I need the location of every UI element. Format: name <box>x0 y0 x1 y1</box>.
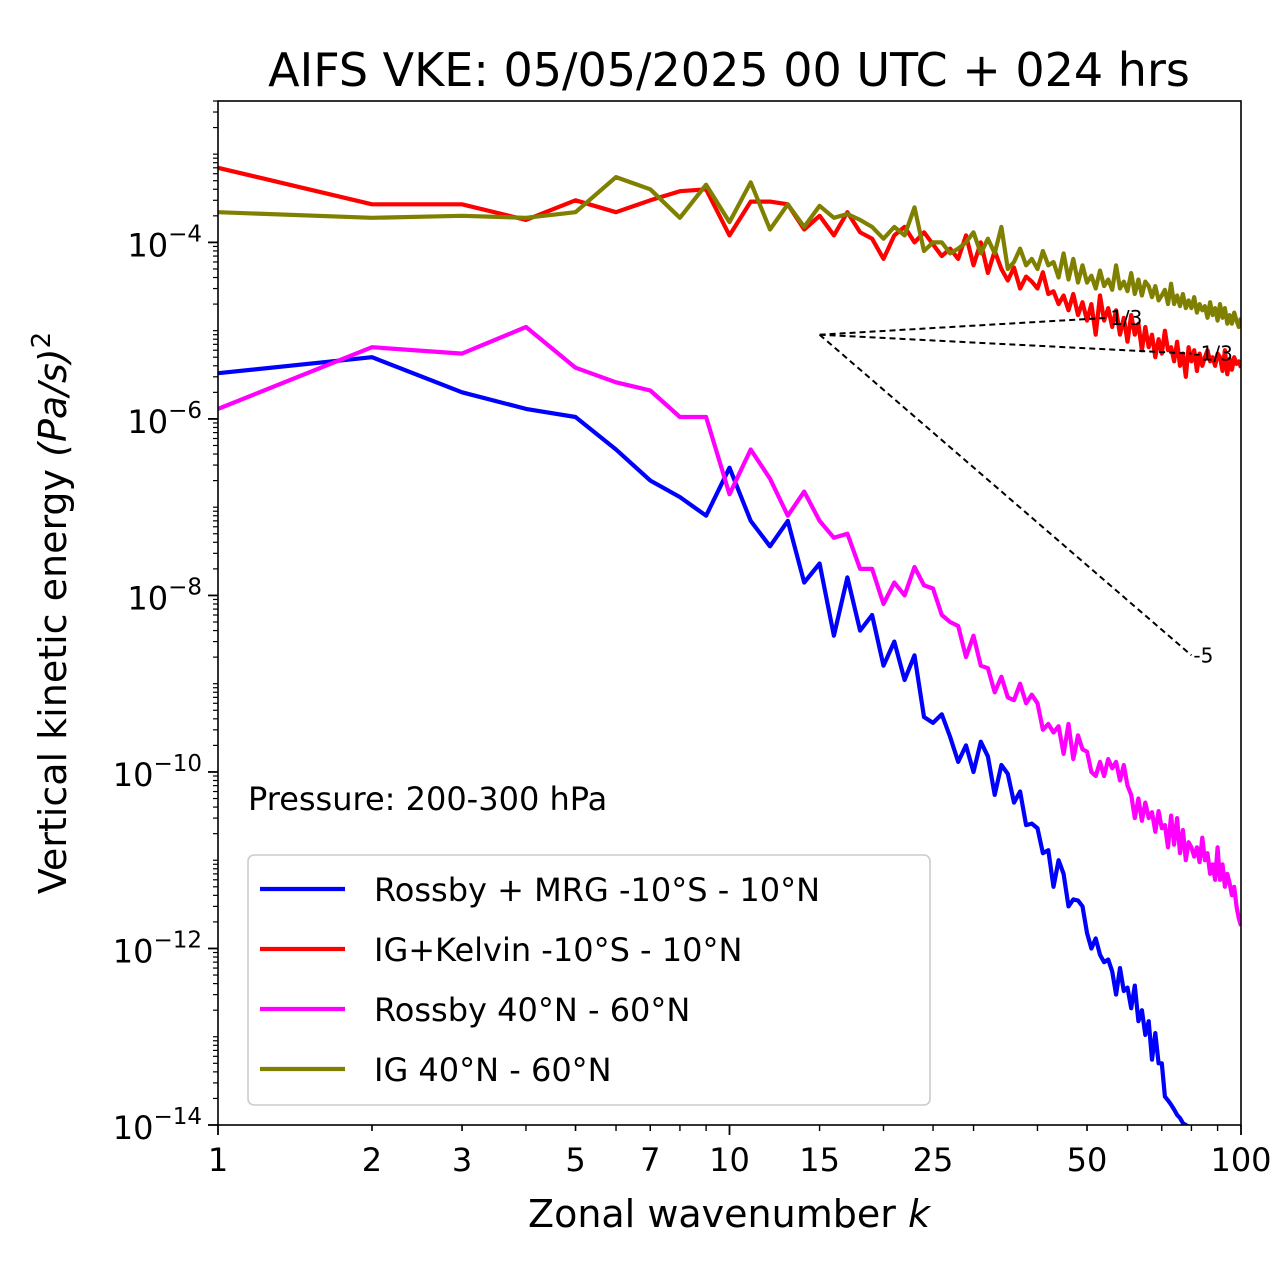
legend-box <box>247 854 931 1106</box>
y-axis-label-text: Vertical kinetic energy <box>31 469 75 894</box>
x-tick-label: 5 <box>565 1141 585 1179</box>
legend: Rossby + MRG -10°S - 10°N IG+Kelvin -10°S… <box>247 854 931 1106</box>
reference-line-label-2: -5 <box>1193 643 1213 667</box>
x-tick-label: 10 <box>709 1141 750 1179</box>
y-axis-label-exp: 2 <box>27 332 57 349</box>
chart-title: AIFS VKE: 05/05/2025 00 UTC + 024 hrs <box>268 43 1190 97</box>
y-axis: 10−4 10−6 10−8 10−10 10−12 10−14 <box>113 100 218 1147</box>
x-tick-label: 1 <box>208 1141 228 1179</box>
legend-items: Rossby + MRG -10°S - 10°N IG+Kelvin -10°S… <box>260 871 820 1089</box>
y-axis-label: Vertical kinetic energy (Pa/s)2 <box>27 332 75 894</box>
reference-line-1 <box>819 316 1109 336</box>
legend-label-2: Rossby 40°N - 60°N <box>374 991 690 1029</box>
x-tick-label: 2 <box>362 1141 382 1179</box>
y-axis-label-unit: (Pa/s) <box>31 348 75 456</box>
series-line-3 <box>218 175 1241 330</box>
legend-label-3: IG 40°N - 60°N <box>374 1051 612 1089</box>
x-axis-label-var: k <box>908 1192 932 1236</box>
x-axis-label-text: Zonal wavenumber <box>528 1192 896 1236</box>
y-tick-label: 10−10 <box>113 751 202 794</box>
reference-line-label-0: -1/3 <box>1193 342 1232 366</box>
legend-label-1: IG+Kelvin -10°S - 10°N <box>374 931 742 969</box>
x-tick-label: 3 <box>452 1141 472 1179</box>
x-axis: 1 2 3 5 7 10 15 25 50 100 <box>208 1125 1272 1179</box>
pressure-annotation: Pressure: 200-300 hPa <box>248 780 607 818</box>
x-tick-label: 25 <box>913 1141 954 1179</box>
reference-line-0 <box>819 333 1192 355</box>
y-tick-label: 10−8 <box>127 574 202 617</box>
y-tick-label: 10−4 <box>127 221 202 264</box>
x-tick-label: 15 <box>799 1141 840 1179</box>
series-line-0 <box>218 355 1190 1125</box>
y-tick-label: 10−14 <box>113 1104 202 1147</box>
x-axis-label: Zonal wavenumber k <box>528 1192 932 1236</box>
x-tick-label: 50 <box>1067 1141 1108 1179</box>
x-tick-label: 7 <box>640 1141 660 1179</box>
y-tick-label: 10−6 <box>127 398 202 441</box>
y-tick-label: 10−12 <box>113 927 202 970</box>
x-tick-label: 100 <box>1210 1141 1271 1179</box>
reference-lines: -1/3 1/3 -5 <box>818 306 1233 667</box>
series-line-1 <box>218 165 1241 379</box>
plot-lines <box>218 165 1241 1125</box>
legend-label-0: Rossby + MRG -10°S - 10°N <box>374 871 820 909</box>
reference-line-label-1: 1/3 <box>1110 306 1142 330</box>
series-line-2 <box>218 324 1241 927</box>
reference-line-2 <box>818 333 1193 657</box>
